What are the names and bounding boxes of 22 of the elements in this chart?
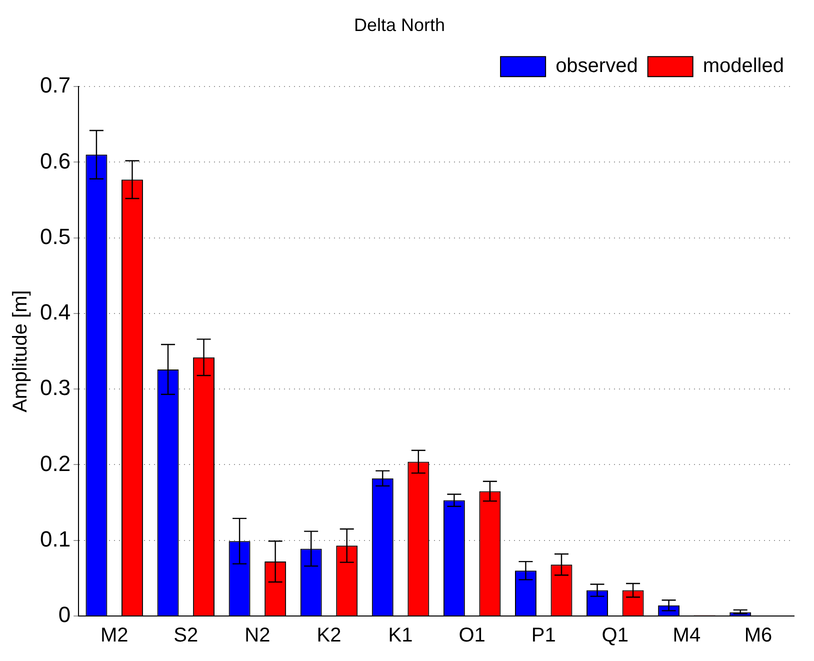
y-axis-title: Amplitude [m]: [10, 290, 32, 412]
y-tick-label: 0.4: [40, 300, 71, 325]
x-tick-label: N2: [244, 624, 270, 647]
x-tick-label: M6: [744, 624, 772, 647]
y-tick-label: 0.6: [40, 148, 71, 174]
y-tick-label: 0.3: [40, 375, 71, 400]
y-tick-label: 0.7: [40, 72, 71, 98]
y-tick-label: 0.2: [40, 450, 71, 476]
x-tick-label: K2: [316, 624, 342, 647]
x-tick-label: M4: [672, 624, 701, 647]
y-tick-label: 0: [58, 602, 71, 628]
legend-label: observed: [556, 55, 638, 78]
x-tick-label: K1: [388, 624, 413, 647]
x-tick-label: Q1: [602, 624, 628, 647]
x-tick-label: P1: [531, 624, 556, 647]
y-tick-label: 0.5: [40, 224, 71, 249]
legend-label: modelled: [702, 55, 784, 78]
y-tick-label: 0.1: [40, 526, 71, 552]
x-tick-label: M2: [100, 624, 128, 647]
chart-title: Delta North: [354, 14, 446, 35]
x-tick-label: O1: [458, 624, 486, 647]
x-tick-label: S2: [174, 624, 198, 647]
